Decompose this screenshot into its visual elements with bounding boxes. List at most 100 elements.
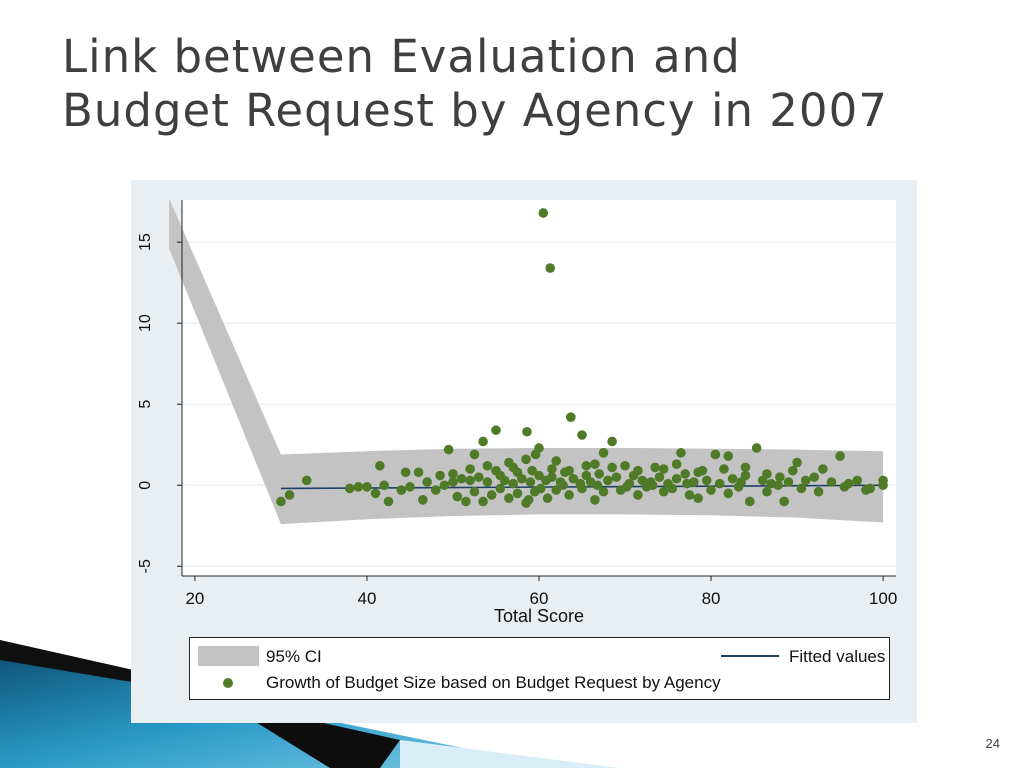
data-point [671,459,682,469]
decor-light-wedge [400,740,620,768]
slide-title-line1: Link between Evaluation and [62,30,741,83]
data-point [710,449,721,460]
data-point [542,493,553,504]
decor-blue-wedge [0,648,560,768]
data-point [523,495,534,505]
data-point [826,477,837,487]
data-point [461,496,471,507]
data-point [448,477,458,487]
legend-ci-swatch [198,646,259,666]
data-point [733,482,744,492]
data-point [594,469,605,479]
data-point [558,480,568,491]
data-point [878,480,888,491]
data-point [667,483,678,494]
data-point [658,486,669,497]
data-point [568,473,579,484]
data-point [379,480,389,491]
data-point [486,490,497,500]
legend-ci-label: 95% CI [266,647,322,666]
data-point [469,449,480,460]
data-point [284,490,295,500]
data-point [598,486,609,497]
data-point [465,464,475,474]
y-tick-label: -5 [137,559,154,573]
data-point [719,464,729,474]
data-point [658,464,669,474]
data-point [276,496,286,507]
data-point [534,470,544,481]
data-point [650,462,660,473]
data-point [835,451,845,461]
data-point [800,475,811,486]
data-point [723,451,734,461]
data-point [400,467,411,478]
data-point [773,480,783,491]
x-tick-label: 80 [702,589,721,608]
data-point [482,460,493,471]
data-point [598,448,609,458]
data-point [547,464,557,474]
data-point [621,482,632,492]
slide-title: Link between Evaluation and Budget Reque… [62,30,982,138]
y-tick-label: 15 [137,233,154,251]
data-point [727,473,738,484]
data-point [693,493,703,504]
data-point [654,472,665,482]
data-point [564,490,574,500]
data-point [706,485,716,495]
legend-fit-label: Fitted values [789,647,886,666]
data-point [865,483,875,494]
data-point [633,465,643,476]
data-point [620,460,630,471]
data-point [792,457,802,468]
data-point [478,436,488,447]
legend-points-label: Growth of Budget Size based on Budget Re… [266,673,721,692]
data-point [701,475,712,486]
slide-title-line2: Budget Request by Agency in 2007 [62,84,888,137]
data-point [430,485,441,495]
data-point [301,475,312,486]
data-point [684,490,695,500]
data-point [508,462,518,473]
data-point [491,465,501,476]
data-point [682,478,692,489]
data-point [551,485,562,495]
data-point [592,480,603,491]
data-point [448,469,458,479]
data-point [751,443,762,453]
data-point [607,462,617,473]
data-point [603,475,613,486]
data-point [647,480,658,491]
data-point [413,467,424,478]
data-point [590,459,600,469]
y-tick-label: 5 [137,400,154,409]
data-point [577,430,587,440]
legend-fit-line [721,655,779,657]
data-point [590,495,600,505]
data-point [818,464,828,474]
data-point [491,425,501,435]
data-point [775,472,785,482]
data-point [545,263,555,273]
data-point [478,496,488,507]
data-point [435,470,445,481]
data-point [581,460,592,471]
data-point [714,478,725,489]
data-point [783,477,794,487]
data-point [353,482,364,492]
data-point [521,454,531,465]
data-point [370,488,381,499]
data-point [839,482,850,492]
data-point [530,449,541,460]
x-tick-label: 40 [357,589,376,608]
data-point [495,483,506,494]
data-point [762,486,772,497]
data-point [796,483,807,494]
data-point [422,477,432,487]
data-point [452,491,463,502]
data-point [473,472,484,482]
chart-legend: 95% CI Fitted values Growth of Budget Si… [189,637,890,700]
data-point [564,465,574,476]
